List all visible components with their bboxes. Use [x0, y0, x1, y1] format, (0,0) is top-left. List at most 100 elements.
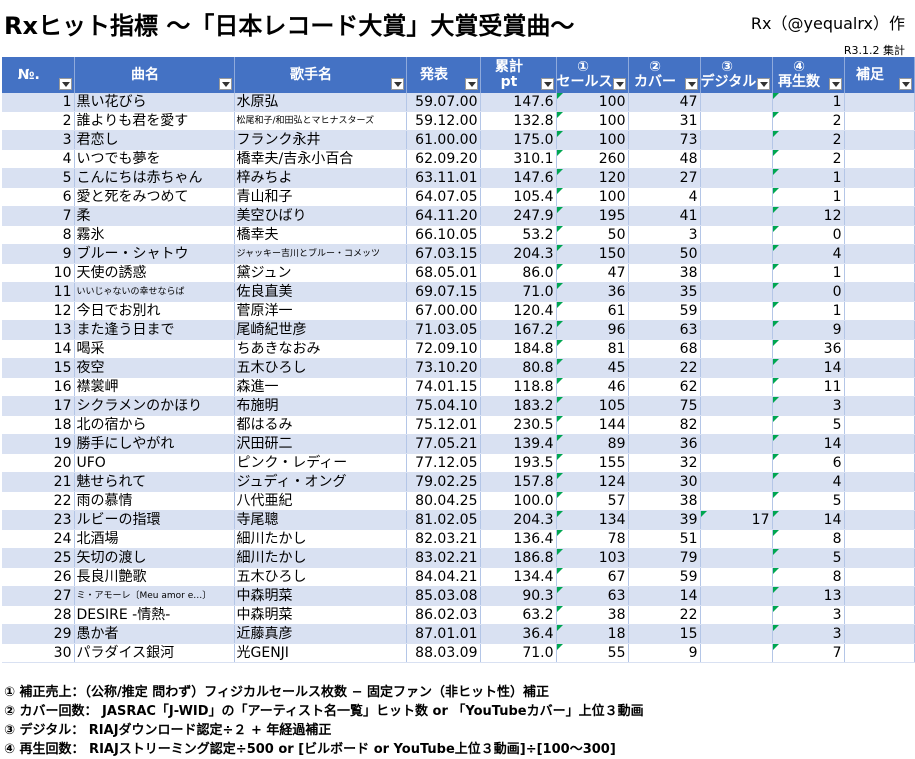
cell-release[interactable]: 80.04.25 — [406, 491, 481, 511]
cell-total[interactable]: 132.8 — [480, 111, 557, 131]
cell-release[interactable]: 81.02.05 — [406, 510, 481, 530]
cell-release[interactable]: 66.10.05 — [406, 225, 481, 245]
cell-total[interactable]: 36.4 — [480, 624, 557, 644]
cell-plays[interactable]: 1 — [772, 187, 845, 207]
cell-sales[interactable]: 150 — [556, 244, 629, 264]
cell-note[interactable] — [844, 320, 915, 340]
cell-sales[interactable]: 100 — [556, 187, 629, 207]
cell-cover[interactable]: 32 — [628, 453, 701, 473]
cell-note[interactable] — [844, 491, 915, 511]
filter-dropdown-icon[interactable] — [390, 78, 404, 90]
cell-cover[interactable]: 38 — [628, 491, 701, 511]
cell-note[interactable] — [844, 111, 915, 131]
cell-total[interactable]: 71.0 — [480, 282, 557, 302]
cell-total[interactable]: 80.8 — [480, 358, 557, 378]
cell-note[interactable] — [844, 187, 915, 207]
cell-plays[interactable]: 36 — [772, 339, 845, 359]
cell-note[interactable] — [844, 206, 915, 226]
cell-digital[interactable] — [700, 168, 773, 188]
cell-no[interactable]: 17 — [2, 396, 75, 416]
cell-artist[interactable]: 近藤真彦 — [234, 624, 407, 644]
cell-digital[interactable] — [700, 434, 773, 454]
cell-plays[interactable]: 5 — [772, 491, 845, 511]
cell-artist[interactable]: 菅原洋一 — [234, 301, 407, 321]
cell-artist[interactable]: 梓みちよ — [234, 168, 407, 188]
cell-song[interactable]: 天使の誘惑 — [74, 263, 235, 283]
cell-release[interactable]: 75.04.10 — [406, 396, 481, 416]
cell-total[interactable]: 157.8 — [480, 472, 557, 492]
cell-no[interactable]: 20 — [2, 453, 75, 473]
cell-song[interactable]: 北の宿から — [74, 415, 235, 435]
cell-no[interactable]: 22 — [2, 491, 75, 511]
cell-artist[interactable]: 布施明 — [234, 396, 407, 416]
cell-sales[interactable]: 100 — [556, 111, 629, 131]
cell-sales[interactable]: 124 — [556, 472, 629, 492]
cell-digital[interactable] — [700, 263, 773, 283]
cell-cover[interactable]: 82 — [628, 415, 701, 435]
cell-plays[interactable]: 3 — [772, 624, 845, 644]
cell-cover[interactable]: 62 — [628, 377, 701, 397]
cell-song[interactable]: 黒い花びら — [74, 93, 235, 112]
cell-release[interactable]: 88.03.09 — [406, 643, 481, 663]
cell-artist[interactable]: 青山和子 — [234, 187, 407, 207]
cell-digital[interactable] — [700, 206, 773, 226]
cell-artist[interactable]: 八代亜紀 — [234, 491, 407, 511]
cell-release[interactable]: 86.02.03 — [406, 605, 481, 625]
cell-total[interactable]: 120.4 — [480, 301, 557, 321]
cell-digital[interactable] — [700, 624, 773, 644]
cell-digital[interactable] — [700, 377, 773, 397]
cell-sales[interactable]: 50 — [556, 225, 629, 245]
cell-cover[interactable]: 31 — [628, 111, 701, 131]
cell-song[interactable]: こんにちは赤ちゃん — [74, 168, 235, 188]
cell-song[interactable]: 勝手にしやがれ — [74, 434, 235, 454]
cell-note[interactable] — [844, 643, 915, 663]
cell-digital[interactable] — [700, 586, 773, 606]
cell-total[interactable]: 193.5 — [480, 453, 557, 473]
cell-sales[interactable]: 89 — [556, 434, 629, 454]
cell-plays[interactable]: 2 — [772, 130, 845, 150]
cell-artist[interactable]: フランク永井 — [234, 130, 407, 150]
cell-note[interactable] — [844, 130, 915, 150]
cell-plays[interactable]: 3 — [772, 605, 845, 625]
cell-plays[interactable]: 14 — [772, 510, 845, 530]
cell-no[interactable]: 14 — [2, 339, 75, 359]
cell-no[interactable]: 13 — [2, 320, 75, 340]
cell-digital[interactable] — [700, 605, 773, 625]
cell-digital[interactable] — [700, 93, 773, 112]
cell-no[interactable]: 10 — [2, 263, 75, 283]
cell-total[interactable]: 204.3 — [480, 510, 557, 530]
cell-note[interactable] — [844, 93, 915, 112]
cell-artist[interactable]: 都はるみ — [234, 415, 407, 435]
cell-sales[interactable]: 78 — [556, 529, 629, 549]
cell-plays[interactable]: 1 — [772, 263, 845, 283]
cell-note[interactable] — [844, 453, 915, 473]
cell-release[interactable]: 77.05.21 — [406, 434, 481, 454]
cell-sales[interactable]: 100 — [556, 93, 629, 112]
cell-note[interactable] — [844, 358, 915, 378]
cell-digital[interactable] — [700, 396, 773, 416]
cell-release[interactable]: 67.03.15 — [406, 244, 481, 264]
cell-total[interactable]: 86.0 — [480, 263, 557, 283]
cell-cover[interactable]: 59 — [628, 301, 701, 321]
cell-sales[interactable]: 55 — [556, 643, 629, 663]
cell-sales[interactable]: 100 — [556, 130, 629, 150]
cell-artist[interactable]: 沢田研二 — [234, 434, 407, 454]
cell-sales[interactable]: 103 — [556, 548, 629, 568]
cell-sales[interactable]: 195 — [556, 206, 629, 226]
cell-sales[interactable]: 155 — [556, 453, 629, 473]
cell-digital[interactable] — [700, 529, 773, 549]
cell-song[interactable]: DESIRE -情熱- — [74, 605, 235, 625]
cell-total[interactable]: 90.3 — [480, 586, 557, 606]
cell-song[interactable]: いつでも夢を — [74, 149, 235, 169]
cell-no[interactable]: 18 — [2, 415, 75, 435]
cell-artist[interactable]: 細川たかし — [234, 548, 407, 568]
cell-cover[interactable]: 59 — [628, 567, 701, 587]
cell-plays[interactable]: 0 — [772, 282, 845, 302]
cell-song[interactable]: 矢切の渡し — [74, 548, 235, 568]
cell-cover[interactable]: 75 — [628, 396, 701, 416]
cell-sales[interactable]: 260 — [556, 149, 629, 169]
cell-artist[interactable]: 森進一 — [234, 377, 407, 397]
cell-note[interactable] — [844, 225, 915, 245]
cell-release[interactable]: 74.01.15 — [406, 377, 481, 397]
cell-sales[interactable]: 45 — [556, 358, 629, 378]
